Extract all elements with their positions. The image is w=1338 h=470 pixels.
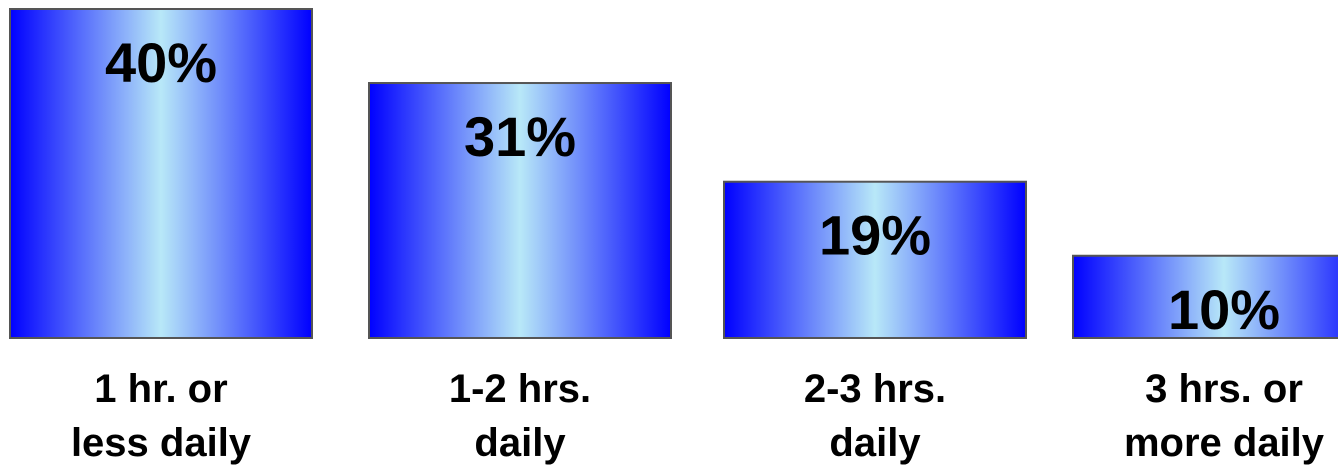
value-label-1: 40% [105,31,217,94]
value-label-2: 31% [464,105,576,168]
category-label-3-line-2: daily [829,421,921,465]
category-label-1-line-1: 1 hr. or [94,367,227,411]
category-label-1-line-2: less daily [71,421,252,465]
bar-3 [723,180,1027,339]
category-labels-group: 1 hr. or less daily 1-2 hrs. daily 2-3 hrs. d… [71,367,1325,465]
bar-2 [368,82,672,340]
value-labels-group: 40% 31% 19% 10% [105,31,1280,341]
category-label-4-line-1: 3 hrs. or [1145,367,1303,411]
value-label-3: 19% [819,204,931,267]
category-label-2-line-1: 1-2 hrs. [449,367,591,411]
value-label-4: 10% [1168,278,1280,341]
bar-1 [9,8,313,339]
category-label-4-line-2: more daily [1124,421,1325,465]
category-label-2-line-2: daily [474,421,566,465]
category-label-3-line-1: 2-3 hrs. [804,367,946,411]
bars-group [9,8,1338,340]
bar-4 [1072,254,1338,339]
